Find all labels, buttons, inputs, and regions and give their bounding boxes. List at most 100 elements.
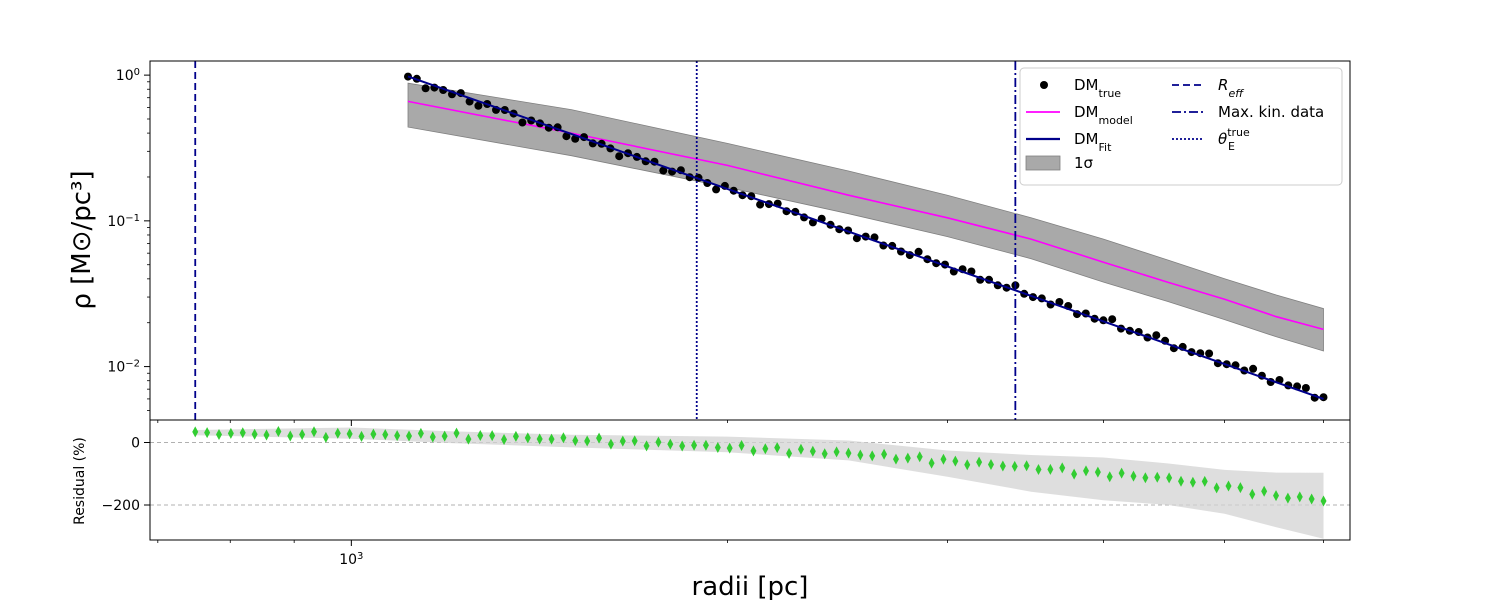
residual-y-tick-label: −200 [102, 498, 140, 514]
residual-point [501, 433, 508, 445]
residual-point [1011, 460, 1018, 472]
residual-point [548, 433, 555, 445]
residual-point [691, 439, 698, 451]
x-tick-label: 103 [339, 551, 363, 569]
dm-true-point [756, 200, 765, 209]
residual-point [1071, 468, 1078, 480]
dm-true-point [615, 152, 624, 161]
residual-point [1213, 482, 1220, 494]
residual-point [1284, 492, 1291, 504]
dm-fit-path [407, 75, 1324, 400]
y-tick-label: 10−1 [107, 212, 140, 230]
residual-point [334, 427, 341, 439]
residual-point [750, 445, 757, 457]
residual-point [667, 438, 674, 450]
reference-lines [194, 61, 1017, 420]
residual-point [1035, 464, 1042, 476]
residual-point [904, 452, 911, 464]
residual-point [287, 430, 294, 442]
residual-point [1261, 485, 1268, 497]
residual-point [227, 427, 234, 439]
residual-point [928, 457, 935, 469]
residual-point [1320, 495, 1327, 507]
dm-true-point [474, 101, 483, 110]
residual-point [738, 440, 745, 452]
dm-true-point [1301, 384, 1310, 392]
legend-label-dm-fit: DMFit [1074, 130, 1112, 154]
dm-fit-line [407, 75, 1324, 400]
residual-point [1106, 471, 1113, 483]
residual-point [762, 443, 769, 455]
y-tick-label: 100 [116, 67, 140, 85]
residual-point [607, 438, 614, 450]
residual-point [417, 427, 424, 439]
residual-point [881, 448, 888, 460]
residual-point [952, 455, 959, 467]
dm-true-point [1152, 331, 1161, 340]
residual-point [204, 427, 211, 439]
residual-point [1308, 493, 1315, 505]
residual-point [512, 430, 519, 442]
residual-point [477, 429, 484, 441]
residual-point [643, 440, 650, 452]
residual-point [797, 443, 804, 455]
residual-point [215, 428, 222, 440]
legend-box [1019, 67, 1343, 186]
density-y-axis-title: ρ [M⊙/pc³] [67, 170, 97, 309]
residual-point [322, 431, 329, 443]
residual-point [1094, 466, 1101, 478]
residual-point [394, 430, 401, 442]
residual-point [916, 451, 923, 463]
residual-point [192, 426, 199, 438]
residual-point [1237, 482, 1244, 494]
residual-point [370, 428, 377, 440]
density-panel: 100 10−1 10−2 [107, 60, 1351, 426]
residual-y-ticks: 0 −200 [102, 436, 150, 514]
residual-point [524, 432, 531, 444]
residual-point [441, 430, 448, 442]
residual-band-area [195, 427, 1324, 539]
residual-point [655, 436, 662, 448]
residual-points [192, 425, 1327, 507]
residual-point [1225, 480, 1232, 492]
legend-label-dm-model: DMmodel [1074, 103, 1133, 127]
legend-label-max-kin: Max. kin. data [1218, 103, 1324, 121]
residual-point [940, 453, 947, 465]
one-sigma-area [407, 82, 1324, 352]
residual-point [584, 435, 591, 447]
dm-true-point [914, 247, 923, 256]
residual-point [1047, 463, 1054, 475]
legend-label-r-eff: Reff [1218, 76, 1244, 100]
residual-point [299, 428, 306, 440]
residual-point [406, 430, 413, 442]
residual-panel-frame [149, 419, 1351, 541]
legend-marker-dm-true [1040, 81, 1048, 89]
residual-point [263, 429, 270, 441]
residual-y-tick-label: 0 [131, 436, 140, 452]
residual-point [976, 456, 983, 468]
residual-point [572, 435, 579, 447]
dm-true-point [1055, 298, 1064, 306]
dm-model-line [407, 100, 1324, 331]
legend-label-theta-e: θtrue E [1218, 126, 1250, 153]
residual-band [195, 427, 1324, 539]
dm-model-path [407, 100, 1324, 331]
residual-point [596, 432, 603, 444]
residual-point [536, 433, 543, 445]
dm-true-point [1249, 364, 1258, 373]
density-x-ticks [157, 420, 1324, 426]
legend-label-one-sigma: 1σ [1074, 154, 1094, 172]
dm-true-point [518, 118, 527, 127]
residual-point [619, 435, 626, 447]
residual-y-axis-title: Residual (%) [72, 437, 88, 525]
residual-point [382, 429, 389, 441]
residual-point [821, 448, 828, 460]
dm-true-point [421, 84, 430, 93]
dm-true-point [1108, 315, 1117, 324]
residual-point [358, 430, 365, 442]
residual-point [239, 427, 246, 439]
dm-true-point [712, 185, 721, 194]
residual-point [1130, 470, 1137, 482]
residual-point [1296, 491, 1303, 503]
